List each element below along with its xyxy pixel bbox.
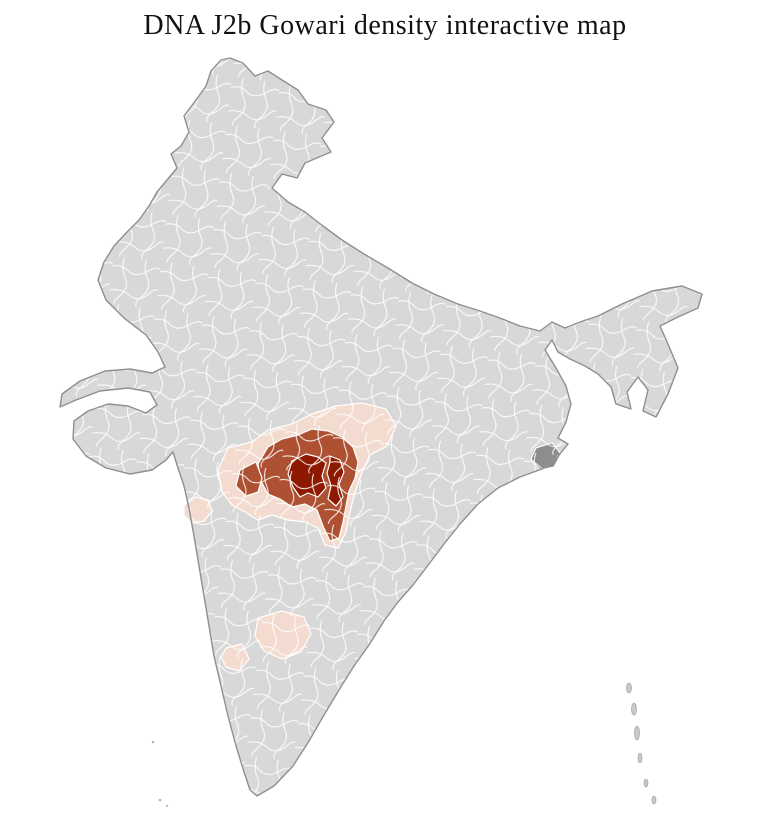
page-title: DNA J2b Gowari density interactive map xyxy=(143,10,627,41)
andaman-islands xyxy=(626,682,657,805)
lakshadweep-islands xyxy=(151,740,169,808)
india-outline xyxy=(59,57,703,797)
district-boundaries xyxy=(60,58,702,796)
